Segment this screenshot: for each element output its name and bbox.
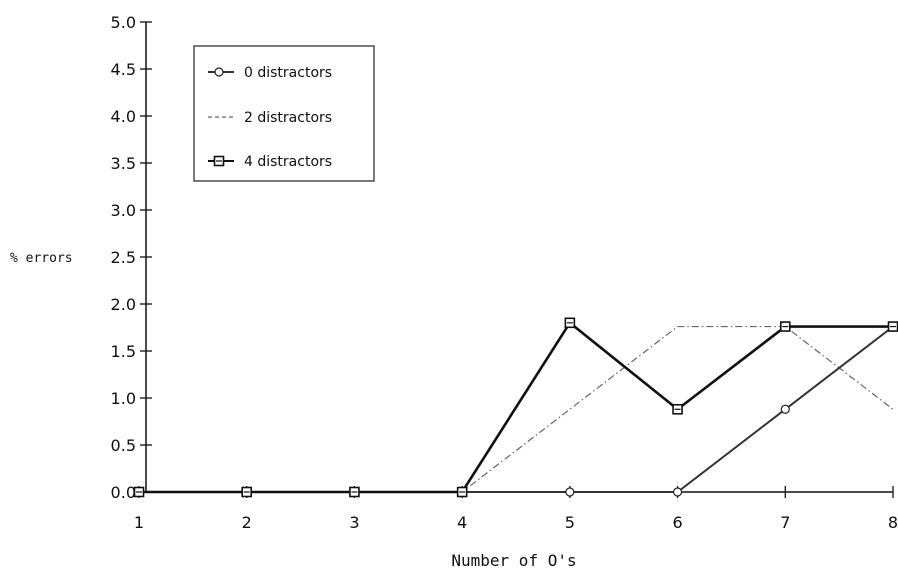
x-axis-title: Number of O's — [451, 551, 576, 570]
0-distractors-point — [780, 404, 790, 414]
y-tick-label: 4.0 — [111, 107, 136, 126]
legend-label: 0 distractors — [244, 65, 332, 81]
series-2-distractors — [139, 325, 894, 493]
y-tick-label: 5.0 — [111, 13, 136, 32]
series-line-2-distractors — [139, 325, 894, 493]
x-tick-label: 7 — [780, 513, 790, 532]
legend-item-2-distractors: 2 distractors — [208, 110, 332, 126]
series-layer — [133, 317, 898, 498]
y-tick-label: 3.5 — [111, 154, 136, 173]
series-4-distractors — [133, 317, 898, 498]
x-tick-label: 1 — [134, 513, 144, 532]
x-tick-label: 2 — [242, 513, 252, 532]
y-tick-label: 0.0 — [111, 483, 136, 502]
legend-label: 2 distractors — [244, 110, 332, 126]
y-tick-label: 2.0 — [111, 295, 136, 314]
0-distractors-point — [565, 487, 575, 497]
legend: 0 distractors 2 distractors 4 distractors — [193, 45, 375, 182]
x-tick-label: 8 — [888, 513, 898, 532]
y-tick-label: 1.0 — [111, 389, 136, 408]
x-tick-label: 6 — [672, 513, 682, 532]
legend-item-0-distractors: 0 distractors — [208, 65, 332, 81]
0-distractors-point — [672, 487, 683, 497]
y-tick-label: 2.5 — [111, 248, 136, 267]
axes: 0.0 0.5 1.0 1.5 2.0 2.5 3.0 3.5 4.0 4.5 5.0 1 2 3 4 5 6 7… — [111, 13, 898, 532]
y-tick-label: 3.0 — [111, 201, 136, 220]
legend-label: 4 distractors — [244, 154, 332, 170]
x-tick-label: 4 — [457, 513, 467, 532]
x-tick-label: 3 — [349, 513, 359, 532]
legend-item-4-distractors: 4 distractors — [208, 154, 332, 170]
x-tick-label: 5 — [565, 513, 575, 532]
y-tick-label: 0.5 — [111, 436, 136, 455]
y-tick-label: 4.5 — [111, 60, 136, 79]
y-tick-label: 1.5 — [111, 342, 136, 361]
series-line-4-distractors — [139, 320, 893, 494]
y-axis-title: % errors — [10, 251, 73, 266]
legend-0-distractors-point — [214, 67, 224, 77]
